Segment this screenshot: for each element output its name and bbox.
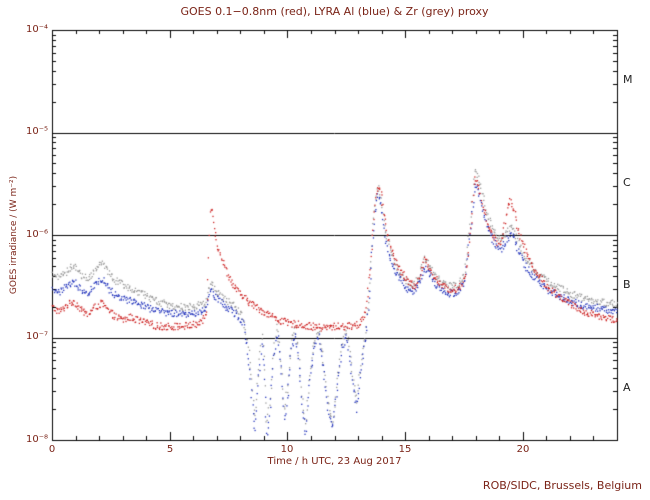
ytick-label-1e-7: 10⁻⁷: [25, 331, 48, 342]
flare-class-label-m: M: [623, 73, 633, 86]
footer-credit: ROB/SIDC, Brussels, Belgium: [482, 479, 642, 492]
x-axis-label: Time / h UTC, 23 Aug 2017: [267, 456, 402, 467]
ytick-label-1e-8: 10⁻⁸: [25, 434, 48, 445]
xtick-label-0: 0: [48, 444, 56, 455]
xtick-label-10: 10: [280, 444, 294, 455]
flare-class-label-b: B: [623, 278, 631, 291]
xtick-label-20: 20: [516, 444, 530, 455]
flare-class-label-c: C: [623, 176, 631, 189]
xtick-label-15: 15: [398, 444, 412, 455]
y-axis-label: GOES irradiance / (W m⁻²): [9, 175, 19, 295]
flare-class-label-a: A: [623, 381, 631, 394]
xtick-label-5: 5: [166, 444, 174, 455]
ytick-label-1e-5: 10⁻⁵: [25, 126, 48, 137]
chart-title: GOES 0.1−0.8nm (red), LYRA Al (blue) & Z…: [180, 5, 489, 18]
ytick-label-1e-4: 10⁻⁴: [25, 24, 48, 35]
ytick-label-1e-6: 10⁻⁶: [25, 229, 48, 240]
